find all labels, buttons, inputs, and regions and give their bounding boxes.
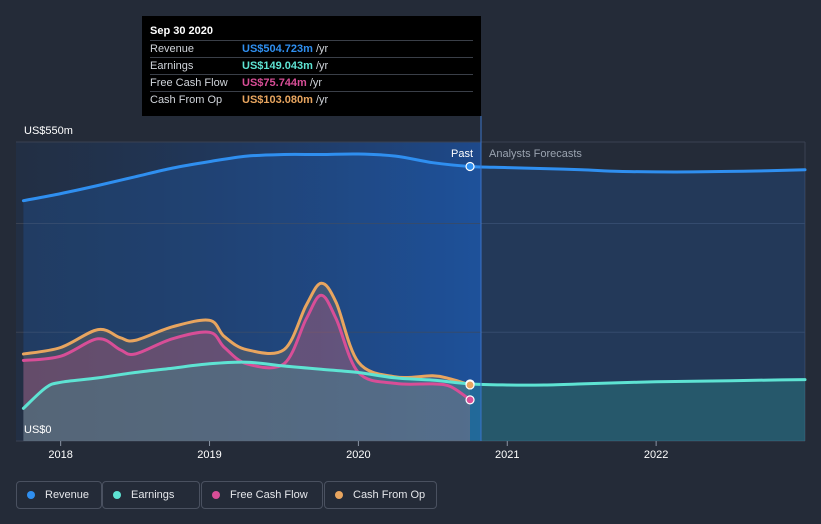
- series-areas: [23, 153, 805, 442]
- past-region: [16, 142, 481, 441]
- legend-item-revenue[interactable]: Revenue: [16, 481, 102, 509]
- free-cash-flow-line: [21, 293, 472, 402]
- free-cash-flow-area: [23, 295, 471, 441]
- revenue-area: [23, 153, 805, 442]
- legend-item-free-cash-flow[interactable]: Free Cash Flow: [201, 481, 323, 509]
- legend-label: Earnings: [131, 489, 175, 501]
- free-cash-flow-dot-icon: [212, 491, 220, 499]
- tooltip-value: US$504.723m/yr: [242, 43, 329, 55]
- gridlines: [16, 141, 806, 442]
- revenue-dot-icon: [27, 491, 35, 499]
- cash-from-op-point: [465, 380, 475, 390]
- legend-label: Free Cash Flow: [230, 489, 308, 501]
- y-tick-label-bottom: US$0: [24, 424, 52, 436]
- divider-forecast-label: Analysts Forecasts: [489, 148, 582, 160]
- earnings-dot-icon: [113, 491, 121, 499]
- legend-label: Revenue: [45, 489, 90, 501]
- tooltip-label: Cash From Op: [150, 94, 223, 106]
- x-tick-label: 2021: [495, 449, 519, 461]
- tooltip-value: US$103.080m/yr: [242, 94, 329, 106]
- tooltip-row-revenue: Revenue US$504.723m/yr: [150, 40, 473, 58]
- tooltip-date: Sep 30 2020: [150, 25, 213, 37]
- earnings-line: [21, 360, 807, 410]
- divider-past-label: Past: [451, 148, 473, 160]
- tooltip-label: Earnings: [150, 60, 194, 72]
- series-lines: [21, 152, 807, 410]
- free-cash-flow-point: [465, 395, 475, 405]
- x-tick-label: 2020: [346, 449, 370, 461]
- x-tick-label: 2019: [197, 449, 221, 461]
- tooltip-value: US$149.043m/yr: [242, 60, 329, 72]
- tooltip-row-earnings: Earnings US$149.043m/yr: [150, 57, 473, 75]
- revenue-point: [465, 161, 475, 172]
- tooltip-row-cash-from-op: Cash From Op US$103.080m/yr: [150, 91, 473, 109]
- tooltip-label: Free Cash Flow: [150, 77, 228, 89]
- tooltip: Sep 30 2020 Revenue US$504.723m/yr Earni…: [142, 16, 481, 116]
- x-tick-label: 2018: [48, 449, 72, 461]
- tooltip-label: Revenue: [150, 43, 195, 55]
- tooltip-value: US$75.744m/yr: [242, 77, 323, 89]
- tooltip-row-free-cash-flow: Free Cash Flow US$75.744m/yr: [150, 74, 473, 92]
- x-tick-label: 2022: [644, 449, 668, 461]
- revenue-line: [21, 152, 807, 203]
- cash-from-op-dot-icon: [335, 491, 343, 499]
- y-tick-label-top: US$550m: [24, 125, 73, 137]
- x-axis: 2018 2019 2020 2021 2022: [48, 441, 668, 461]
- legend-item-cash-from-op[interactable]: Cash From Op: [324, 481, 437, 509]
- earnings-area: [23, 362, 805, 441]
- highlight-points: [465, 161, 475, 405]
- legend-item-earnings[interactable]: Earnings: [102, 481, 200, 509]
- legend-label: Cash From Op: [353, 489, 426, 501]
